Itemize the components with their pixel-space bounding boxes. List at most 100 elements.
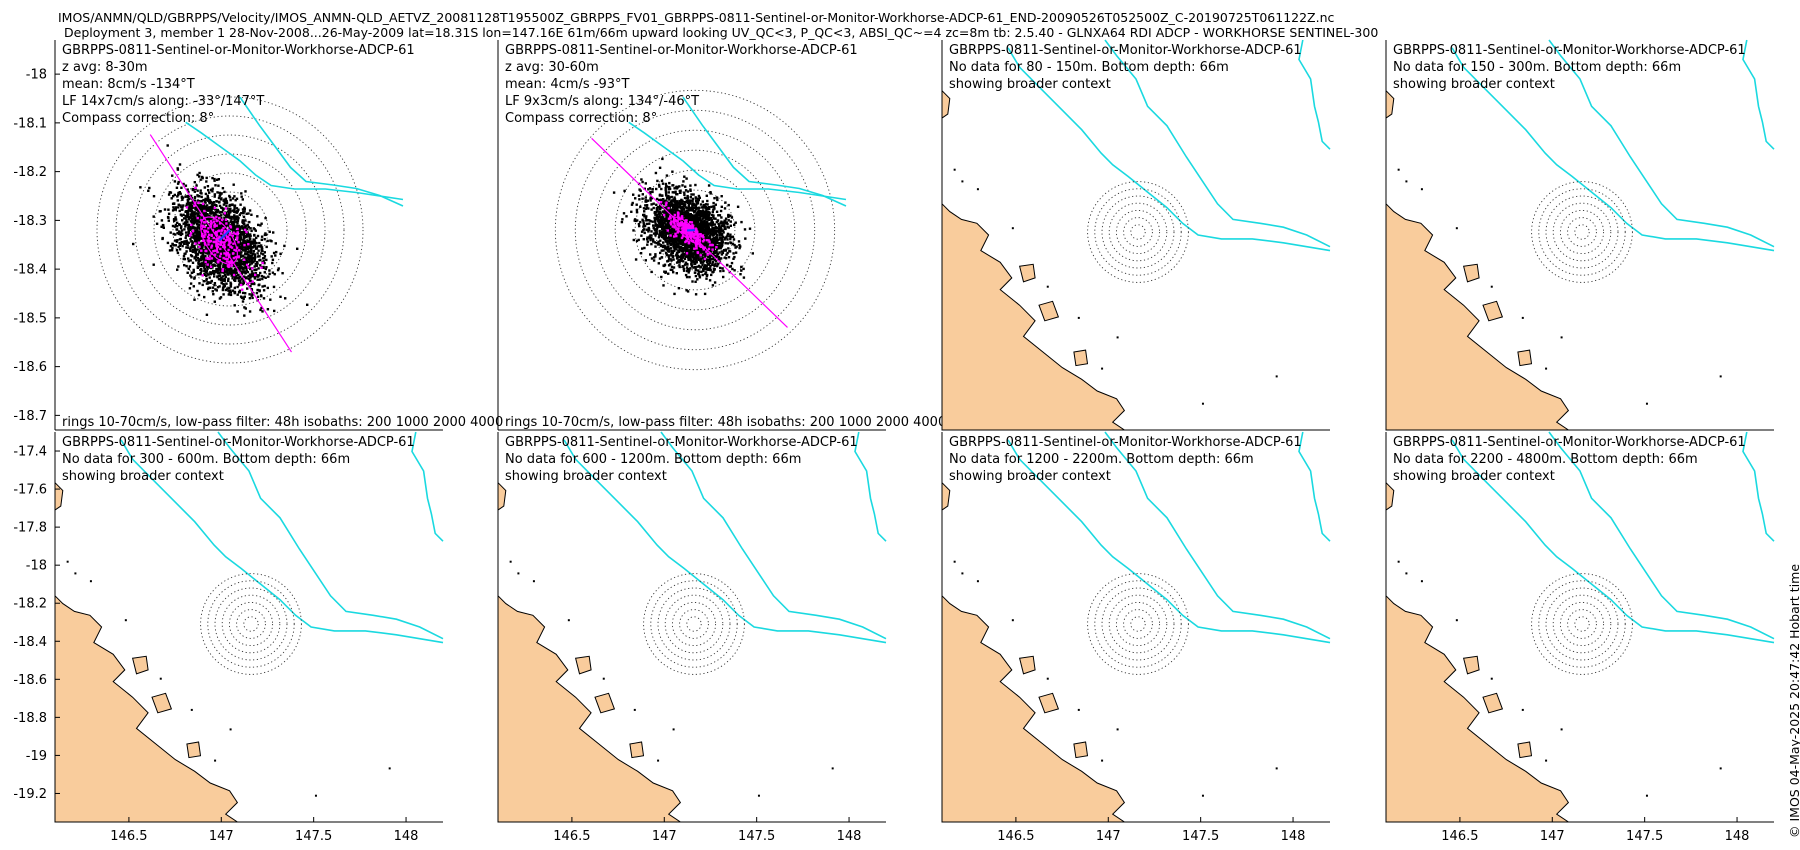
scatter-point	[208, 250, 211, 253]
scatter-point	[187, 227, 190, 230]
scatter-point	[183, 264, 186, 267]
scatter-point	[202, 261, 205, 264]
scatter-point	[248, 243, 252, 246]
scatter-point	[158, 210, 161, 213]
scatter-point	[662, 245, 665, 249]
scatter-point	[246, 270, 250, 274]
scatter-point	[239, 243, 242, 246]
lowpass-point	[222, 227, 225, 230]
scatter-point	[233, 278, 236, 282]
lowpass-point	[247, 243, 250, 246]
isobath-line	[185, 121, 404, 201]
lowpass-point	[207, 233, 211, 236]
scatter-point	[735, 245, 738, 248]
scatter-point	[640, 178, 643, 181]
scatter-point	[691, 247, 694, 250]
scatter-point	[655, 229, 658, 233]
scatter-point	[215, 261, 219, 264]
scatter-point	[184, 214, 187, 218]
scatter-point	[204, 214, 208, 217]
scatter-point	[698, 206, 701, 209]
lowpass-point	[212, 220, 216, 223]
scatter-point	[262, 265, 265, 269]
lowpass-point	[210, 257, 214, 260]
scatter-point	[699, 261, 703, 264]
scatter-point	[256, 215, 259, 218]
scatter-point	[704, 255, 707, 258]
scatter-point	[701, 273, 704, 277]
scatter-point	[206, 260, 209, 263]
scatter-point	[196, 289, 199, 293]
scatter-point	[652, 232, 656, 235]
scatter-point	[256, 252, 259, 255]
scatter-point	[714, 217, 717, 220]
scatter-point	[187, 211, 190, 214]
scatter-point	[240, 272, 243, 276]
scatter-point	[712, 201, 715, 205]
scatter-point	[679, 210, 682, 213]
lowpass-point	[206, 257, 210, 260]
scatter-point	[189, 282, 193, 285]
scatter-point	[174, 233, 177, 236]
scatter-point	[166, 241, 170, 245]
scatter-point	[189, 209, 193, 212]
scatter-point	[238, 213, 241, 217]
lowpass-point	[223, 212, 226, 215]
scatter-point	[705, 209, 708, 212]
scatter-point	[182, 204, 185, 207]
scatter-point	[721, 241, 724, 244]
scatter-point	[200, 199, 203, 203]
scatter-point	[244, 224, 247, 227]
scatter-point	[204, 254, 207, 258]
scatter-point	[176, 268, 179, 271]
scatter-point	[242, 240, 246, 243]
scatter-point	[221, 288, 225, 292]
scatter-point	[185, 204, 188, 207]
scatter-point	[175, 228, 178, 231]
scatter-point	[175, 240, 178, 243]
scatter-point	[678, 265, 681, 269]
scatter-point	[189, 201, 192, 205]
scatter-point	[208, 191, 211, 194]
scatter-point	[213, 300, 216, 303]
scatter-point	[213, 177, 216, 181]
scatter-point	[673, 239, 677, 243]
scatter-point	[211, 176, 214, 180]
scatter-point	[245, 227, 248, 231]
scatter-point	[671, 170, 674, 173]
scatter-point	[233, 271, 236, 274]
scatter-point	[242, 266, 245, 269]
scatter-point	[207, 214, 211, 217]
scatter-point	[655, 218, 658, 221]
scatter-point	[656, 226, 659, 229]
scatter-point	[236, 261, 239, 264]
scatter-point	[255, 260, 259, 264]
scatter-point	[713, 263, 717, 267]
scatter-point	[230, 248, 233, 251]
scatter-point	[186, 200, 190, 204]
scatter-point	[261, 277, 264, 281]
scatter-point	[253, 275, 256, 279]
scatter-point	[685, 250, 688, 253]
scatter-point	[224, 225, 228, 228]
lowpass-point	[207, 227, 210, 230]
scatter-point	[249, 246, 253, 249]
scatter-point	[180, 229, 184, 232]
scatter-point	[209, 215, 212, 218]
scatter-point	[225, 204, 228, 208]
scatter-point	[214, 288, 217, 291]
scatter-point	[177, 180, 180, 184]
scatter-point	[256, 245, 259, 248]
scatter-point	[200, 192, 203, 195]
scatter-point	[201, 262, 204, 266]
lowpass-point	[200, 213, 203, 217]
scatter-point	[234, 251, 238, 254]
scatter-point	[709, 246, 712, 250]
scatter-point	[222, 219, 225, 222]
lowpass-point	[197, 201, 200, 204]
scatter-point	[720, 205, 723, 208]
scatter-point	[637, 194, 641, 197]
scatter-point	[744, 237, 747, 240]
scatter-point	[201, 283, 204, 287]
scatter-point	[199, 189, 202, 192]
